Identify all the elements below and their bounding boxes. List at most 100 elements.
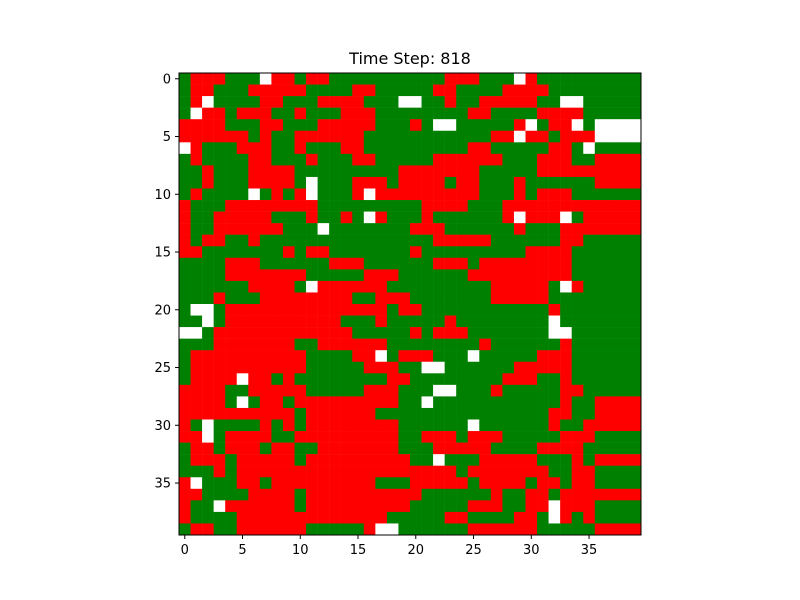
heatmap-cell <box>317 511 330 524</box>
heatmap-cell <box>444 500 457 513</box>
heatmap-cell <box>282 488 295 501</box>
heatmap-cell <box>433 350 445 362</box>
heatmap-cell <box>513 153 526 166</box>
heatmap-cell <box>236 361 249 374</box>
heatmap-cell <box>456 500 468 513</box>
heatmap-cell <box>190 304 203 316</box>
heatmap-cell <box>456 419 468 432</box>
heatmap-cell <box>456 442 468 455</box>
heatmap-cell <box>398 96 411 108</box>
heatmap-cell <box>467 304 480 316</box>
heatmap-cell <box>386 407 399 420</box>
heatmap-cell <box>606 234 619 247</box>
heatmap-cell <box>363 442 376 455</box>
heatmap-cell <box>467 234 480 247</box>
heatmap-cell <box>282 523 295 536</box>
heatmap-cell <box>467 257 480 270</box>
heatmap-cell <box>594 384 607 397</box>
heatmap-cell <box>583 338 596 351</box>
heatmap-cell <box>375 454 388 466</box>
heatmap-cell <box>375 407 388 420</box>
heatmap-cell <box>352 431 365 443</box>
heatmap-cell <box>375 292 388 305</box>
heatmap-cell <box>548 130 561 143</box>
heatmap-cell <box>190 211 203 224</box>
heatmap-cell <box>456 350 468 362</box>
y-tick-label: 30 <box>154 419 171 434</box>
heatmap-cell <box>502 396 515 409</box>
heatmap-cell <box>179 165 191 178</box>
heatmap-cell <box>329 269 341 282</box>
heatmap-cell <box>421 350 434 362</box>
heatmap-cell <box>213 315 226 328</box>
heatmap-cell <box>525 431 538 443</box>
heatmap-cell <box>456 153 468 166</box>
heatmap-cell <box>282 165 295 178</box>
heatmap-cell <box>352 119 365 131</box>
heatmap-cell <box>213 73 226 85</box>
heatmap-cell <box>340 315 353 328</box>
heatmap-cell <box>282 361 295 374</box>
heatmap-cell <box>340 350 353 362</box>
heatmap-cell <box>352 292 365 305</box>
heatmap-cell <box>363 373 376 386</box>
heatmap-cell <box>560 465 572 478</box>
heatmap-cell <box>594 211 607 224</box>
heatmap-cell <box>479 73 492 85</box>
heatmap-cell <box>513 142 526 155</box>
heatmap-cell <box>571 500 584 513</box>
heatmap-cell <box>583 153 596 166</box>
heatmap-cell <box>329 73 341 85</box>
heatmap-cell <box>456 488 468 501</box>
heatmap-cell <box>444 223 457 235</box>
heatmap-cell <box>583 373 596 386</box>
heatmap-cell <box>259 396 272 409</box>
heatmap-cell <box>629 384 642 397</box>
heatmap-cell <box>537 350 549 362</box>
heatmap-cell <box>513 500 526 513</box>
heatmap-cell <box>479 315 492 328</box>
heatmap-cell <box>213 211 226 224</box>
heatmap-cell <box>329 454 341 466</box>
heatmap-cell <box>352 407 365 420</box>
heatmap-cell <box>525 361 538 374</box>
heatmap-cell <box>282 107 295 120</box>
heatmap-cell <box>571 373 584 386</box>
heatmap-cell <box>352 269 365 282</box>
heatmap-cell <box>444 176 457 189</box>
heatmap-cell <box>479 338 492 351</box>
heatmap-cell <box>560 107 572 120</box>
heatmap-cell <box>375 384 388 397</box>
heatmap-cell <box>294 407 307 420</box>
heatmap-cell <box>179 384 191 397</box>
heatmap-cell <box>236 338 249 351</box>
plot-frame <box>178 72 642 536</box>
heatmap-cell <box>340 234 353 247</box>
heatmap-cell <box>363 361 376 374</box>
heatmap-cell <box>456 223 468 235</box>
heatmap-cell <box>502 211 515 224</box>
heatmap-cell <box>433 407 445 420</box>
heatmap-cell <box>629 419 642 432</box>
heatmap-cell <box>548 419 561 432</box>
heatmap-cell <box>375 442 388 455</box>
heatmap-cell <box>537 511 549 524</box>
heatmap-cell <box>317 96 330 108</box>
heatmap-cell <box>363 176 376 189</box>
heatmap-cell <box>490 407 503 420</box>
heatmap-cell <box>317 350 330 362</box>
heatmap-cell <box>294 431 307 443</box>
heatmap-cell <box>502 96 515 108</box>
heatmap-cell <box>317 477 330 490</box>
heatmap-cell <box>225 304 237 316</box>
heatmap-cell <box>467 107 480 120</box>
heatmap-cell <box>213 142 226 155</box>
heatmap-cell <box>479 407 492 420</box>
heatmap-cell <box>537 373 549 386</box>
heatmap-cell <box>236 234 249 247</box>
heatmap-cell <box>617 223 630 235</box>
heatmap-cell <box>317 419 330 432</box>
heatmap-cell <box>525 419 538 432</box>
heatmap-cell <box>421 292 434 305</box>
